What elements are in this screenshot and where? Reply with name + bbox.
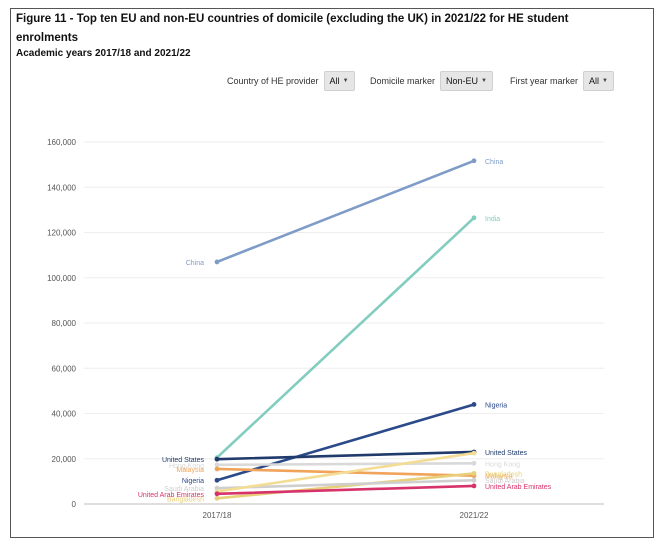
series-line: [215, 478, 476, 490]
data-point: [214, 477, 220, 483]
data-point: [214, 491, 220, 497]
filter-country-of-provider: Country of HE provider All ▼: [227, 71, 355, 91]
y-tick-label: 140,000: [47, 183, 76, 192]
series-label: India: [485, 216, 500, 223]
first-year-marker-select[interactable]: All ▼: [583, 71, 614, 91]
y-tick-label: 80,000: [52, 319, 77, 328]
caret-down-icon: ▼: [481, 78, 487, 84]
series-label: United States: [162, 457, 205, 464]
series-label: China: [186, 260, 204, 267]
country-of-provider-select[interactable]: All ▼: [323, 71, 355, 91]
data-point: [471, 215, 477, 221]
series-label: China: [485, 159, 503, 166]
filter-label-domicile-marker: Domicile marker: [370, 76, 436, 86]
data-point: [471, 471, 477, 476]
series-label: Saudi Arabia: [485, 478, 525, 485]
domicile-marker-select[interactable]: Non-EU ▼: [440, 71, 493, 91]
series-line: [215, 472, 476, 500]
data-point: [214, 456, 220, 462]
x-tick-label: 2021/22: [460, 511, 489, 520]
series-label: Hong Kong: [169, 463, 204, 470]
data-point: [214, 462, 220, 468]
y-tick-label: 60,000: [52, 364, 77, 373]
first-year-marker-value: All: [589, 76, 600, 86]
filter-domicile-marker: Domicile marker Non-EU ▼: [370, 71, 493, 91]
y-tick-label: 40,000: [52, 410, 77, 419]
data-point: [471, 402, 477, 407]
series-line: [215, 216, 476, 459]
x-tick-label: 2017/18: [203, 511, 232, 520]
country-of-provider-value: All: [329, 76, 340, 86]
series-label: United Arab Emirates: [485, 484, 552, 491]
series-line: [215, 159, 476, 264]
series-label: United Arab Emirates: [138, 492, 205, 499]
figure-frame: [10, 8, 654, 538]
filter-label-country-of-provider: Country of HE provider: [227, 76, 319, 86]
series-label: Bangladesh: [485, 471, 522, 478]
series-label: Bangladesh: [167, 496, 204, 503]
series-label: Malaysia: [176, 467, 204, 474]
y-tick-label: 20,000: [52, 455, 77, 464]
data-point: [214, 495, 220, 501]
filter-first-year-marker: First year marker All ▼: [510, 71, 614, 91]
series-label: Malaysia: [485, 474, 513, 481]
data-point: [471, 460, 477, 466]
data-point: [471, 450, 477, 456]
chart-title: Figure 11 - Top ten EU and non-EU countr…: [16, 13, 569, 44]
series-line: [215, 450, 476, 461]
domicile-marker-value: Non-EU: [446, 76, 479, 86]
caret-down-icon: ▼: [342, 78, 349, 84]
data-point: [214, 466, 220, 472]
series-line: [215, 403, 476, 482]
y-tick-label: 120,000: [47, 229, 76, 238]
series-label: United States: [485, 450, 528, 457]
y-tick-label: 100,000: [47, 274, 76, 283]
data-point: [471, 477, 477, 483]
series-label: Nigeria: [485, 402, 507, 409]
series-line: [215, 484, 476, 496]
data-point: [471, 483, 477, 489]
series-line: [215, 451, 476, 493]
y-tick-label: 0: [72, 500, 77, 509]
chart-subtitle: Academic years 2017/18 and 2021/22: [16, 48, 191, 59]
data-point: [214, 485, 220, 491]
filter-label-first-year-marker: First year marker: [510, 76, 579, 86]
data-point: [214, 259, 220, 265]
series-line: [215, 461, 476, 467]
caret-down-icon: ▼: [602, 78, 608, 84]
y-tick-label: 160,000: [47, 138, 76, 147]
data-point: [471, 158, 477, 164]
series-label: Hong Kong: [485, 461, 520, 468]
series-label: Saudi Arabia: [164, 486, 204, 493]
series-label: Nigeria: [182, 478, 204, 485]
